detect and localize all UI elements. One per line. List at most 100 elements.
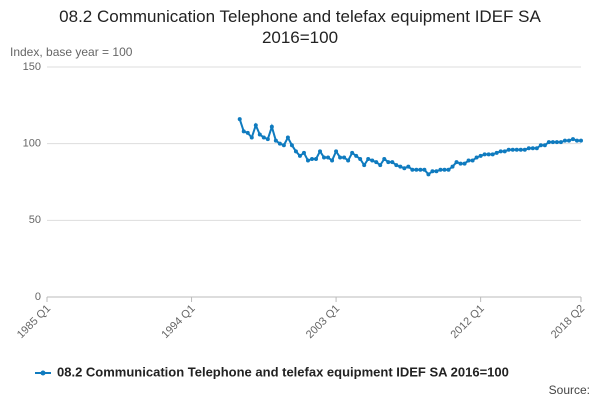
point	[402, 166, 407, 171]
point	[522, 147, 527, 152]
point	[322, 155, 327, 160]
point	[241, 129, 246, 134]
point	[558, 140, 563, 145]
point	[370, 158, 375, 163]
subtitle: Index, base year = 100	[10, 45, 133, 59]
point	[458, 161, 463, 166]
point	[354, 153, 359, 158]
point	[414, 167, 419, 172]
point	[410, 167, 415, 172]
point	[406, 164, 411, 169]
source: Source:	[549, 383, 590, 397]
point	[502, 149, 507, 154]
point	[542, 143, 547, 148]
point	[490, 152, 495, 157]
point	[514, 147, 519, 152]
point	[257, 132, 262, 137]
y-tick-label: 0	[35, 291, 41, 303]
point	[530, 146, 535, 151]
point	[426, 172, 431, 177]
point	[378, 163, 383, 168]
point	[293, 149, 298, 154]
point	[510, 147, 515, 152]
point	[289, 143, 294, 148]
chart-title: 08.2 Communication Telephone and telefax…	[59, 7, 541, 47]
point	[285, 135, 290, 140]
point	[546, 140, 551, 145]
point	[362, 163, 367, 168]
point	[570, 137, 575, 142]
legend-marker	[40, 370, 46, 376]
point	[358, 157, 363, 161]
point	[305, 158, 310, 163]
legend-label: 08.2 Communication Telephone and telefax…	[57, 364, 509, 379]
point	[342, 155, 347, 160]
point	[470, 158, 475, 163]
y-tick-label: 100	[23, 138, 41, 150]
point	[466, 158, 471, 163]
point	[394, 163, 399, 168]
y-tick-label: 50	[29, 214, 41, 226]
point	[538, 143, 543, 148]
point	[498, 149, 503, 154]
point	[438, 167, 443, 172]
point	[398, 164, 403, 169]
point	[534, 146, 539, 151]
point	[334, 149, 339, 154]
point	[462, 161, 467, 166]
x-tick-label: 2018 Q2	[549, 303, 587, 341]
point	[245, 130, 250, 135]
point	[301, 150, 306, 155]
point	[382, 157, 387, 161]
point	[418, 167, 423, 172]
point	[297, 153, 302, 158]
point	[550, 140, 555, 145]
point	[574, 138, 579, 143]
point	[422, 167, 427, 172]
point	[330, 158, 335, 163]
point	[454, 160, 459, 165]
point	[366, 157, 371, 161]
point	[450, 164, 455, 169]
y-tick-label: 150	[23, 61, 41, 73]
point	[494, 150, 499, 155]
point	[309, 157, 314, 161]
x-tick-label: 1985 Q1	[15, 303, 53, 341]
x-tick-label: 2012 Q1	[448, 303, 486, 341]
point	[265, 137, 270, 142]
point	[237, 117, 242, 122]
point	[326, 155, 331, 160]
point	[314, 157, 319, 161]
point	[566, 138, 571, 143]
point	[474, 155, 479, 160]
point	[442, 167, 447, 172]
point	[386, 160, 391, 165]
point	[478, 153, 483, 158]
point	[273, 138, 278, 143]
x-tick-label: 1994 Q1	[159, 303, 197, 341]
point	[269, 124, 274, 129]
point	[390, 160, 395, 165]
point	[253, 123, 258, 128]
point	[486, 152, 491, 157]
point	[562, 138, 567, 143]
point	[249, 135, 254, 140]
point	[350, 150, 355, 155]
point	[338, 155, 343, 160]
x-tick-label: 2003 Q1	[304, 303, 342, 341]
point	[554, 140, 559, 145]
point	[506, 147, 511, 152]
point	[374, 160, 379, 165]
point	[482, 152, 487, 157]
point	[446, 167, 451, 172]
point	[346, 158, 351, 163]
point	[526, 146, 531, 151]
point	[579, 138, 583, 143]
point	[518, 147, 523, 152]
point	[281, 143, 286, 148]
point	[277, 141, 282, 146]
point	[318, 149, 323, 154]
point	[261, 135, 266, 140]
